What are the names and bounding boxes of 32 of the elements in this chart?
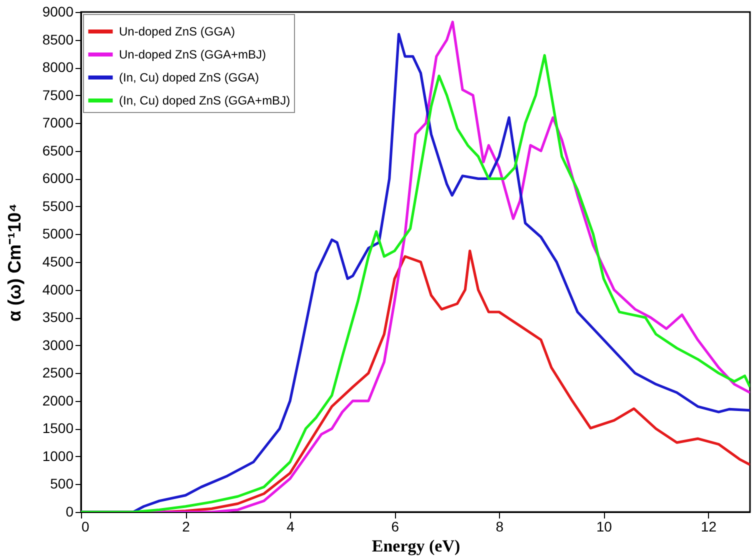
x-tick-label: 2: [182, 518, 190, 534]
x-tick-label: 0: [82, 518, 90, 534]
legend-label: Un-doped ZnS (GGA): [119, 24, 236, 38]
x-tick-label: 10: [596, 518, 612, 534]
y-tick-label: 6500: [42, 142, 74, 158]
x-axis-title: Energy (eV): [372, 536, 460, 556]
y-tick-label: 8500: [42, 31, 74, 48]
y-tick-label: 4000: [42, 281, 74, 298]
y-tick-label: 9000: [42, 4, 74, 20]
y-tick-label: 7500: [42, 86, 74, 103]
y-tick-label: 6000: [42, 170, 74, 186]
y-tick-label: 1500: [42, 420, 74, 436]
x-tick-label: 12: [700, 518, 717, 534]
x-tick-label: 8: [496, 518, 504, 534]
y-tick-label: 3500: [42, 309, 74, 326]
y-tick-label: 7000: [42, 114, 74, 131]
y-tick-label: 3000: [42, 336, 74, 353]
y-tick-label: 500: [50, 476, 74, 492]
legend-label: Un-doped ZnS (GGA+mBJ): [119, 48, 266, 62]
y-tick-label: 5500: [42, 198, 74, 214]
y-tick-label: 8000: [42, 59, 74, 76]
y-tick-label: 2500: [42, 364, 74, 381]
x-tick-label: 4: [286, 518, 295, 534]
y-axis-title: α (ω) Cm⁻¹10⁴: [4, 203, 24, 322]
legend-label: (In, Cu) doped ZnS (GGA+mBJ): [119, 94, 290, 108]
legend-label: (In, Cu) doped ZnS (GGA): [119, 70, 260, 84]
y-tick-label: 5000: [42, 226, 74, 242]
x-tick-label: 6: [391, 518, 400, 534]
y-tick-label: 4500: [42, 254, 74, 270]
y-tick-label: 0: [66, 504, 74, 520]
y-tick-label: 2000: [42, 392, 74, 408]
y-tick-label: 1000: [42, 448, 74, 464]
